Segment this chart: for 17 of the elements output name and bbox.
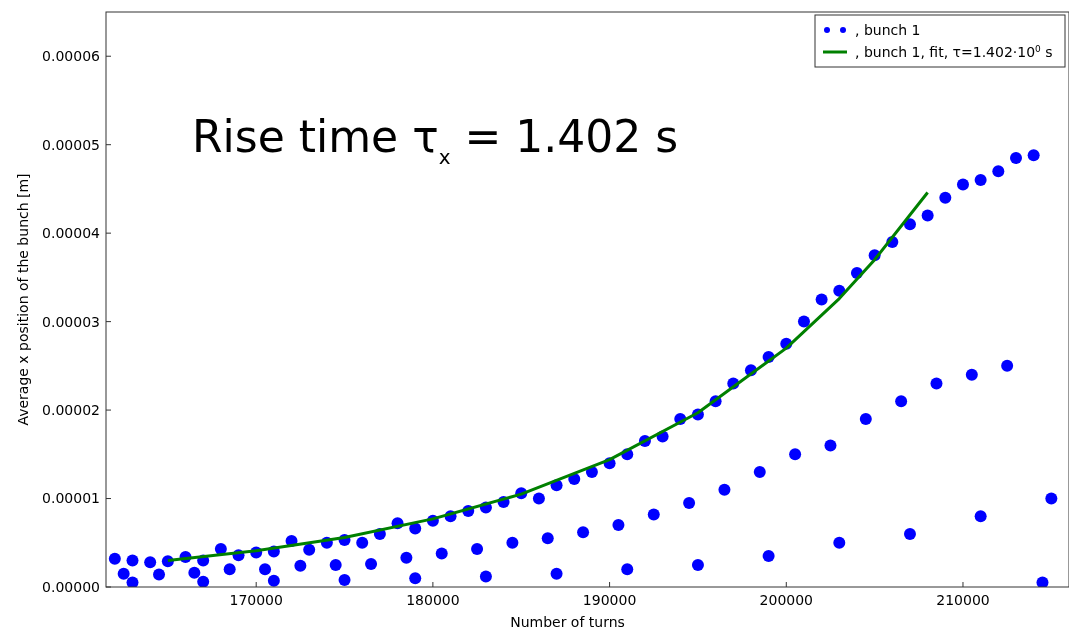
x-tick-label: 170000: [229, 592, 283, 608]
legend-label: , bunch 1: [855, 21, 921, 38]
x-axis-title: Number of turns: [510, 614, 625, 630]
y-tick-label: 0.00000: [42, 578, 100, 595]
annotation: Rise time τ$_{x}$ = 1.402 s: [192, 111, 679, 169]
x-tick-label: 210000: [936, 592, 990, 608]
x-tick-label: 190000: [582, 592, 637, 608]
x-tick-label: 200000: [759, 592, 814, 608]
x-tick-label: 180000: [406, 592, 460, 608]
y-tick-label: 0.00005: [42, 136, 100, 153]
y-tick-label: 0.00006: [42, 48, 101, 65]
y-tick-label: 0.00003: [42, 313, 100, 330]
y-tick-label: 0.00004: [42, 225, 101, 242]
y-tick-label: 0.00002: [42, 401, 100, 418]
y-axis-title: Average x position of the bunch [m]: [15, 173, 31, 426]
y-tick-label: 0.00001: [42, 490, 100, 507]
legend-label: , bunch 1, fit, τ=1.402·10$^{0}$ s: [855, 43, 1053, 60]
